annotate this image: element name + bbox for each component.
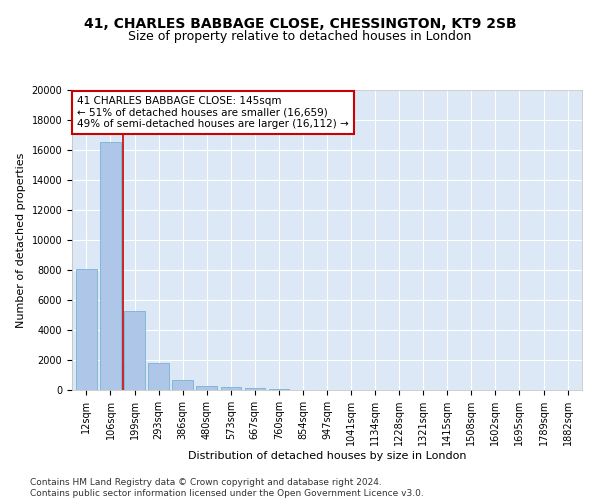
Bar xyxy=(196,386,217,390)
Text: 41 CHARLES BABBAGE CLOSE: 145sqm
← 51% of detached houses are smaller (16,659)
4: 41 CHARLES BABBAGE CLOSE: 145sqm ← 51% o… xyxy=(77,96,349,129)
Bar xyxy=(245,388,265,390)
Bar xyxy=(148,363,169,390)
Bar xyxy=(172,380,193,390)
Text: 41, CHARLES BABBAGE CLOSE, CHESSINGTON, KT9 2SB: 41, CHARLES BABBAGE CLOSE, CHESSINGTON, … xyxy=(83,18,517,32)
Bar xyxy=(100,142,121,390)
Bar xyxy=(124,311,145,390)
Text: Size of property relative to detached houses in London: Size of property relative to detached ho… xyxy=(128,30,472,43)
Text: Contains HM Land Registry data © Crown copyright and database right 2024.
Contai: Contains HM Land Registry data © Crown c… xyxy=(30,478,424,498)
Bar xyxy=(76,268,97,390)
Bar xyxy=(221,388,241,390)
X-axis label: Distribution of detached houses by size in London: Distribution of detached houses by size … xyxy=(188,451,466,461)
Y-axis label: Number of detached properties: Number of detached properties xyxy=(16,152,26,328)
Bar xyxy=(269,389,289,390)
